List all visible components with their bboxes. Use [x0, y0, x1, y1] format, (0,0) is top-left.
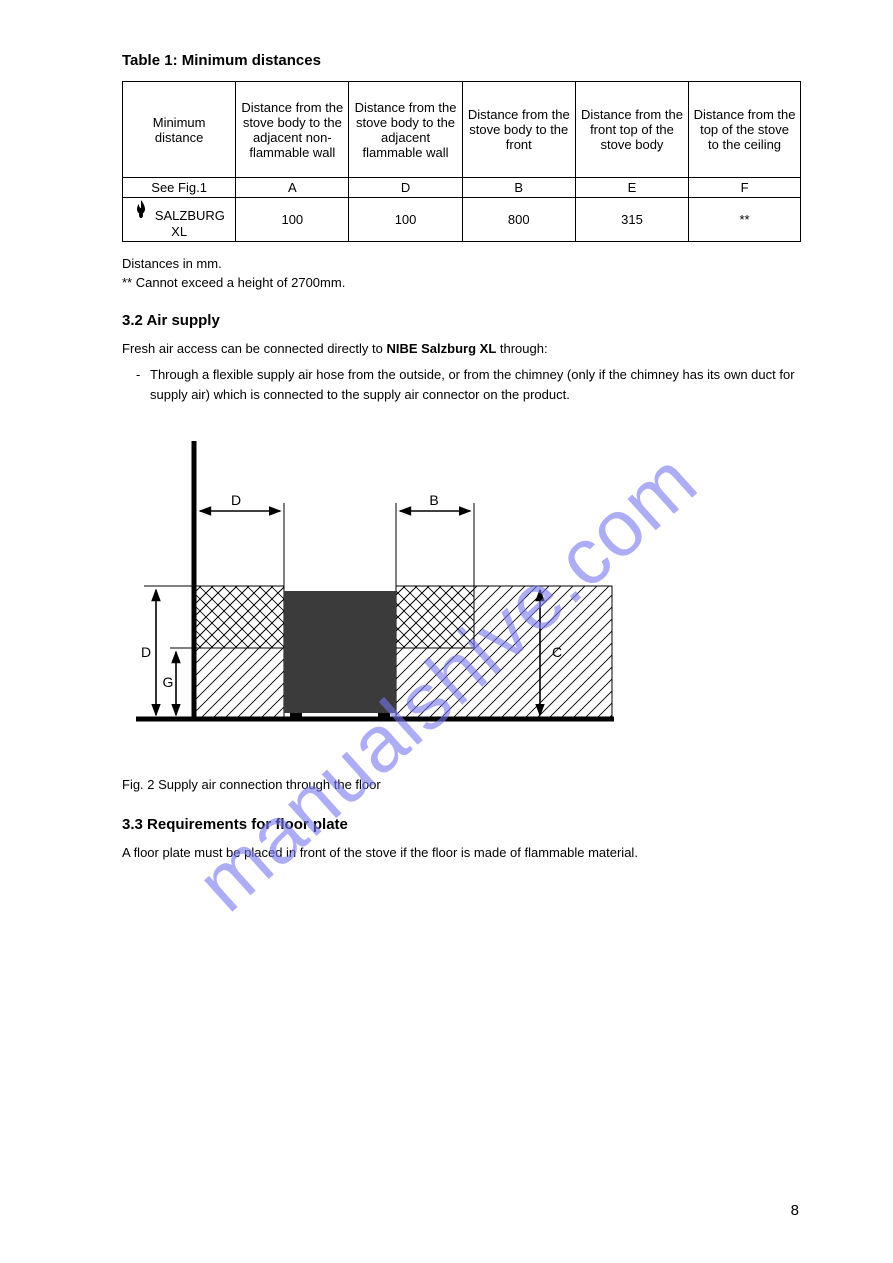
col-0: Minimum distance — [123, 82, 236, 178]
table-heading: Table 1: Minimum distances — [122, 52, 801, 69]
cell: ** — [689, 198, 801, 242]
col-3: Distance from the stove body to the fron… — [462, 82, 575, 178]
table-label: Table 1: — [122, 52, 178, 69]
dim-c-right: C — [552, 644, 562, 660]
page-number: 8 — [791, 1202, 799, 1219]
dim-b-top: B — [429, 492, 438, 508]
min-distances-table: Minimum distance Distance from the stove… — [122, 81, 801, 242]
air-p1-prefix: Fresh air access can be connected direct… — [122, 341, 386, 356]
table-asterisk: ** Cannot exceed a height of 2700mm. — [122, 275, 801, 290]
section-air-title: 3.2 Air supply — [122, 312, 801, 329]
table-header-row: Minimum distance Distance from the stove… — [123, 82, 801, 178]
air-bullets: Through a flexible supply air hose from … — [122, 365, 801, 405]
table-row: SALZBURG XL 100 100 800 315 ** — [123, 198, 801, 242]
cell: E — [575, 178, 688, 198]
list-item: Through a flexible supply air hose from … — [122, 365, 801, 405]
col-1: Distance from the stove body to the adja… — [236, 82, 349, 178]
cell-text: SALZBURG XL — [155, 208, 225, 239]
cell: 100 — [236, 198, 349, 242]
cell: F — [689, 178, 801, 198]
cell: 315 — [575, 198, 688, 242]
section-floor-title: 3.3 Requirements for floor plate — [122, 816, 801, 833]
cell: A — [236, 178, 349, 198]
dim-d-left: D — [141, 644, 151, 660]
cell: 800 — [462, 198, 575, 242]
dim-d-top: D — [231, 492, 241, 508]
cell: See Fig.1 — [123, 178, 236, 198]
air-p1-rest: through: — [496, 341, 547, 356]
figure-caption: Fig. 2 Supply air connection through the… — [122, 777, 801, 792]
floor-para: A floor plate must be placed in front of… — [122, 843, 801, 863]
air-brand: NIBE Salzburg XL — [386, 341, 496, 356]
col-2: Distance from the stove body to the adja… — [349, 82, 462, 178]
table-row: See Fig.1 A D B E F — [123, 178, 801, 198]
figure-2: D B D G C — [104, 431, 801, 769]
cell: SALZBURG XL — [123, 198, 236, 242]
col-4: Distance from the front top of the stove… — [575, 82, 688, 178]
cell: B — [462, 178, 575, 198]
air-para: Fresh air access can be connected direct… — [122, 339, 801, 359]
table-footnote: Distances in mm. — [122, 256, 801, 271]
fire-icon — [133, 203, 155, 225]
cell: 100 — [349, 198, 462, 242]
dim-g-left: G — [163, 674, 174, 690]
table-title: Minimum distances — [182, 52, 321, 69]
cell: D — [349, 178, 462, 198]
col-5: Distance from the top of the stove to th… — [689, 82, 801, 178]
